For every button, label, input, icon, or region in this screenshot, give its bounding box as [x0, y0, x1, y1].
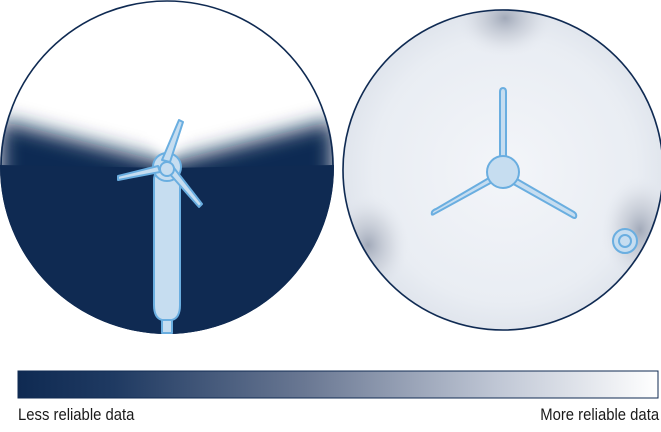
more-reliable-label: More reliable data [540, 406, 659, 424]
less-reliable-label: Less reliable data [18, 406, 135, 424]
side-view-panel [0, 0, 334, 334]
top-view-panel [342, 9, 661, 331]
top-view-disc [342, 9, 661, 331]
measurement-point-icon [612, 228, 638, 254]
wind-turbine-top-icon [430, 87, 578, 219]
reliability-gradient-bar [17, 370, 659, 399]
wind-turbine-side-icon [117, 119, 203, 334]
